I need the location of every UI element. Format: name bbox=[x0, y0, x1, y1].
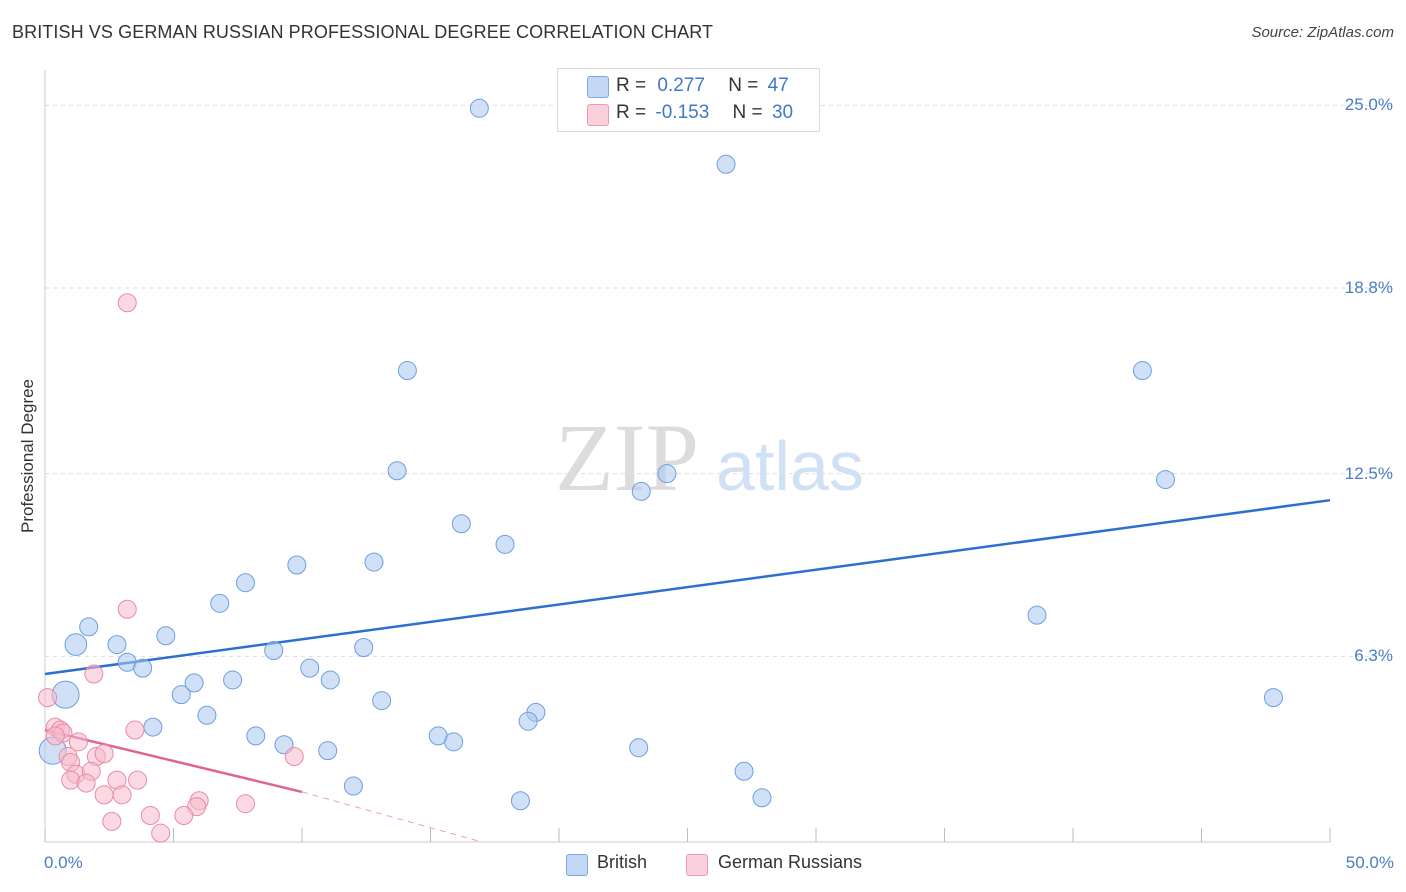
y-tick-label-2: 18.8% bbox=[1344, 278, 1393, 298]
british-point-5 bbox=[657, 464, 677, 484]
german-russians-point-3 bbox=[38, 688, 58, 708]
german-russians-point-24 bbox=[235, 794, 255, 814]
british-n-label: N = bbox=[728, 75, 759, 96]
british-point-20 bbox=[354, 638, 374, 658]
german-russians-point-27 bbox=[102, 811, 122, 831]
british-point-36 bbox=[246, 726, 266, 746]
german-russians-n-value: 30 bbox=[771, 102, 794, 123]
british-point-33 bbox=[518, 711, 538, 731]
british-point-29 bbox=[372, 691, 392, 711]
stats-legend: R = 0.277 N = 47 R = -0.153 N = 30 bbox=[557, 68, 820, 132]
german-russians-point-0 bbox=[117, 293, 137, 313]
british-point-1 bbox=[716, 154, 736, 174]
british-stats: R = 0.277 N = 47 bbox=[616, 75, 789, 99]
british-point-17 bbox=[64, 633, 88, 656]
british-point-27 bbox=[171, 685, 191, 705]
british-point-31 bbox=[197, 705, 217, 725]
british-r-label: R = bbox=[616, 75, 647, 96]
british-r-value: 0.277 bbox=[657, 75, 705, 96]
british-point-12 bbox=[235, 573, 255, 593]
british-swatch bbox=[587, 76, 609, 98]
x-tick-min: 0.0% bbox=[44, 853, 83, 872]
german-russians-point-8 bbox=[68, 732, 88, 752]
british-point-30 bbox=[1263, 688, 1283, 708]
german-russians-trend-line bbox=[44, 728, 303, 794]
german-russians-point-20 bbox=[94, 785, 114, 805]
british-point-14 bbox=[1027, 605, 1047, 625]
y-tick-label-1: 12.5% bbox=[1344, 463, 1393, 483]
british-point-13 bbox=[210, 593, 230, 613]
british-point-11 bbox=[287, 555, 307, 575]
british-point-10 bbox=[364, 552, 384, 572]
german-russians-point-16 bbox=[61, 770, 81, 790]
german-russians-trend-extension bbox=[301, 791, 483, 843]
british-point-26 bbox=[223, 670, 243, 690]
british-point-18 bbox=[107, 635, 127, 655]
british-n-value: 47 bbox=[767, 75, 789, 96]
british-point-22 bbox=[133, 658, 153, 678]
y-tick-label-3: 25.0% bbox=[1344, 95, 1393, 115]
british-trend-line bbox=[44, 498, 1331, 676]
british-point-45 bbox=[752, 788, 772, 808]
y-tick-label-0: 6.3% bbox=[1354, 646, 1393, 666]
british-point-19 bbox=[264, 640, 284, 660]
british-point-6 bbox=[631, 481, 651, 501]
german-russians-swatch bbox=[587, 104, 609, 126]
british-point-39 bbox=[318, 741, 338, 761]
british-point-23 bbox=[300, 658, 320, 678]
german-russians-point-19 bbox=[128, 770, 148, 790]
british-point-24 bbox=[320, 670, 340, 690]
british-point-42 bbox=[734, 761, 754, 781]
british-point-25 bbox=[184, 673, 204, 693]
bottom-legend-british: British bbox=[597, 852, 648, 872]
british-point-9 bbox=[495, 534, 515, 554]
british-point-8 bbox=[451, 514, 471, 534]
german-russians-point-26 bbox=[174, 805, 194, 825]
watermark-atlas: atlas bbox=[716, 427, 864, 505]
british-point-0 bbox=[469, 98, 489, 118]
german-russians-point-1 bbox=[117, 599, 137, 619]
german-russians-point-21 bbox=[112, 785, 132, 805]
german-russians-point-7 bbox=[125, 720, 145, 740]
british-point-34 bbox=[143, 717, 163, 737]
british-point-2 bbox=[397, 361, 417, 381]
german-russians-point-25 bbox=[140, 805, 160, 825]
x-tick-max: 50.0% bbox=[1345, 853, 1394, 872]
british-point-3 bbox=[1132, 361, 1152, 381]
german-russians-n-label: N = bbox=[732, 102, 763, 123]
german-russians-r-value: -0.153 bbox=[655, 102, 710, 123]
german-russians-point-13 bbox=[284, 747, 304, 767]
german-russians-stats: R = -0.153 N = 30 bbox=[616, 102, 793, 126]
source-credit: Source: ZipAtlas.com bbox=[1251, 24, 1394, 41]
german-russians-r-label: R = bbox=[616, 102, 647, 123]
british-point-37 bbox=[444, 732, 464, 752]
bottom-legend-german-russians-swatch bbox=[686, 854, 708, 876]
german-russians-point-12 bbox=[94, 744, 114, 764]
bottom-legend-german-russians: German Russians bbox=[718, 852, 863, 872]
german-russians-point-29 bbox=[45, 726, 65, 746]
german-russians-point-2 bbox=[84, 664, 104, 684]
chart-title: BRITISH VS GERMAN RUSSIAN PROFESSIONAL D… bbox=[12, 22, 714, 42]
british-point-44 bbox=[510, 791, 530, 811]
british-point-40 bbox=[629, 738, 649, 758]
british-point-16 bbox=[156, 626, 176, 646]
watermark-zip: ZIP bbox=[555, 404, 699, 511]
german-russians-point-17 bbox=[76, 773, 96, 793]
british-point-4 bbox=[387, 461, 407, 481]
bottom-legend-british-swatch bbox=[566, 854, 588, 876]
german-russians-point-28 bbox=[151, 823, 171, 843]
british-point-15 bbox=[79, 617, 99, 637]
british-point-7 bbox=[1156, 470, 1176, 490]
british-point-43 bbox=[343, 776, 363, 796]
